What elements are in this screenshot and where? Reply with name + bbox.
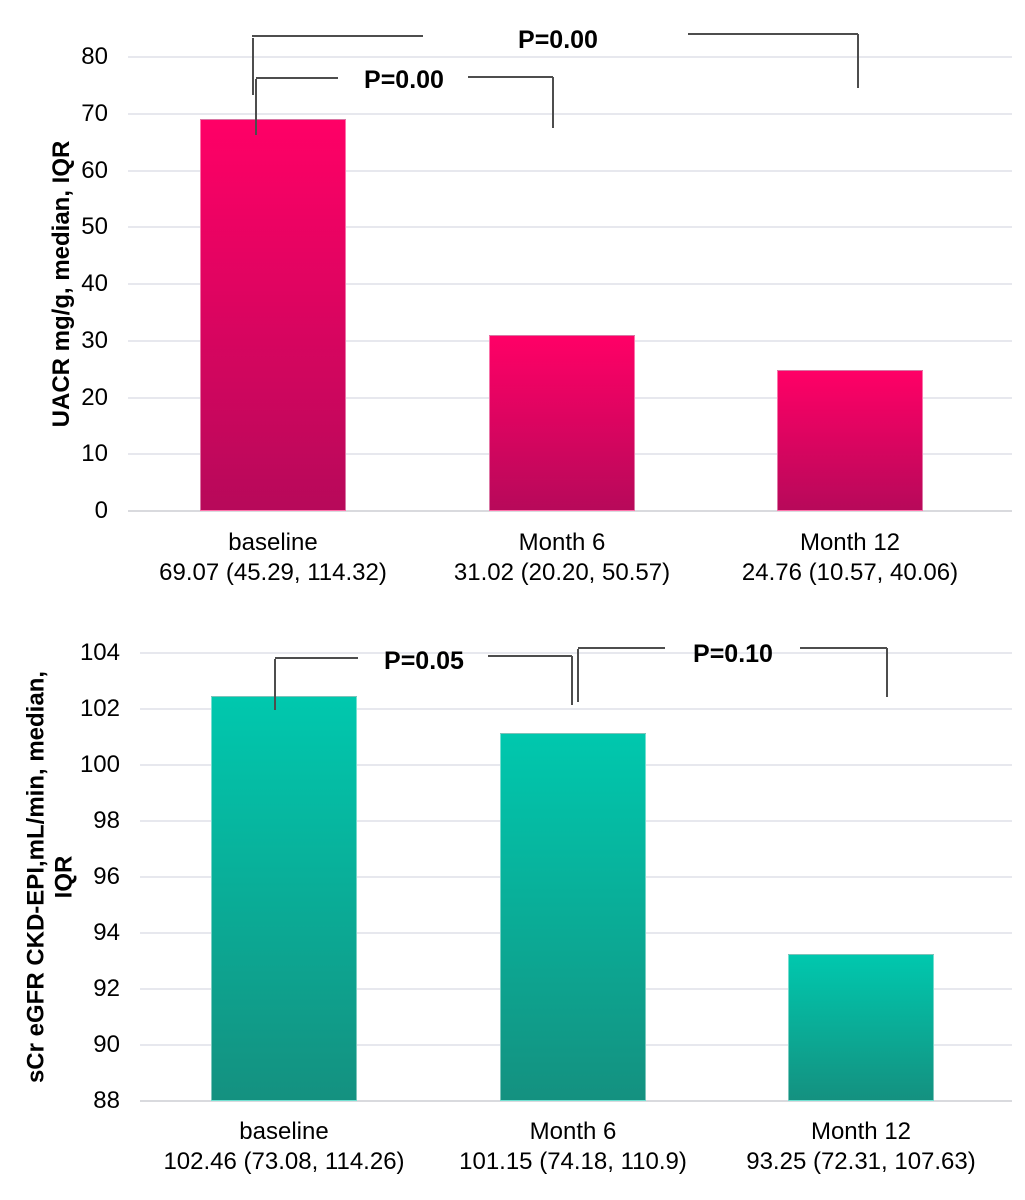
y-tick-label: 10 bbox=[81, 440, 108, 467]
category-label: baseline bbox=[228, 529, 318, 556]
bar-month-6 bbox=[489, 335, 635, 511]
value-label: 69.07 (45.29, 114.32) bbox=[159, 559, 387, 586]
y-gridline bbox=[128, 283, 1012, 285]
y-tick-label: 30 bbox=[81, 327, 108, 354]
y-gridline bbox=[140, 652, 1012, 654]
bar-baseline bbox=[200, 119, 346, 511]
y-tick-label: 94 bbox=[93, 919, 120, 946]
p-value-label: P=0.05 bbox=[384, 647, 464, 675]
value-label: 101.15 (74.18, 110.9) bbox=[459, 1148, 687, 1175]
y-tick-label: 50 bbox=[81, 213, 108, 240]
value-label: 93.25 (72.31, 107.63) bbox=[746, 1148, 976, 1175]
significance-bracket-segment bbox=[800, 647, 887, 649]
p-value-label: P=0.00 bbox=[364, 66, 444, 94]
y-tick-label: 98 bbox=[93, 807, 120, 834]
significance-bracket-segment bbox=[552, 77, 554, 128]
y-gridline bbox=[140, 708, 1012, 710]
significance-bracket-segment bbox=[571, 656, 573, 705]
y-tick-label: 104 bbox=[79, 639, 120, 666]
y-tick-label: 40 bbox=[81, 270, 108, 297]
category-label: Month 6 bbox=[518, 529, 606, 556]
significance-bracket-segment bbox=[886, 648, 888, 697]
significance-bracket-segment bbox=[577, 649, 579, 702]
significance-bracket-segment bbox=[578, 647, 665, 649]
x-axis-line bbox=[128, 510, 1012, 512]
y-tick-label: 90 bbox=[93, 1031, 120, 1058]
significance-bracket-segment bbox=[857, 34, 859, 88]
y-tick-label: 96 bbox=[93, 863, 120, 890]
y-gridline bbox=[128, 170, 1012, 172]
y-gridline bbox=[128, 56, 1012, 58]
bar-baseline bbox=[211, 696, 357, 1101]
significance-bracket-segment bbox=[275, 657, 358, 659]
y-tick-label: 100 bbox=[79, 751, 120, 778]
y-gridline bbox=[128, 226, 1012, 228]
significance-bracket-segment bbox=[252, 38, 254, 95]
value-label: 31.02 (20.20, 50.57) bbox=[453, 559, 671, 586]
significance-bracket-segment bbox=[468, 76, 553, 78]
y-gridline bbox=[128, 113, 1012, 115]
y-tick-label: 20 bbox=[81, 384, 108, 411]
y-tick-label: 60 bbox=[81, 157, 108, 184]
p-value-label: P=0.00 bbox=[518, 26, 598, 54]
significance-bracket-segment bbox=[252, 35, 423, 37]
significance-bracket-segment bbox=[488, 655, 572, 657]
significance-bracket-segment bbox=[255, 79, 257, 135]
category-label: Month 12 bbox=[810, 1118, 912, 1145]
bar-month-6 bbox=[500, 733, 646, 1101]
bar-month-12 bbox=[777, 370, 923, 511]
significance-bracket-segment bbox=[688, 33, 858, 35]
value-label: 102.46 (73.08, 114.26) bbox=[163, 1148, 405, 1175]
bar-month-12 bbox=[788, 954, 934, 1101]
y-tick-label: 92 bbox=[93, 975, 120, 1002]
value-label: 24.76 (10.57, 40.06) bbox=[741, 559, 959, 586]
y-tick-label: 70 bbox=[81, 100, 108, 127]
category-label: baseline bbox=[239, 1118, 329, 1145]
y-tick-label: 102 bbox=[79, 695, 120, 722]
significance-bracket-segment bbox=[274, 659, 276, 710]
y-tick-label: 0 bbox=[94, 497, 108, 524]
significance-bracket-segment bbox=[256, 77, 338, 79]
p-value-label: P=0.10 bbox=[693, 640, 773, 668]
category-label: Month 6 bbox=[529, 1118, 617, 1145]
y-tick-label: 88 bbox=[93, 1087, 120, 1114]
y-tick-label: 80 bbox=[81, 43, 108, 70]
x-axis-line bbox=[140, 1100, 1012, 1102]
category-label: Month 12 bbox=[799, 529, 901, 556]
